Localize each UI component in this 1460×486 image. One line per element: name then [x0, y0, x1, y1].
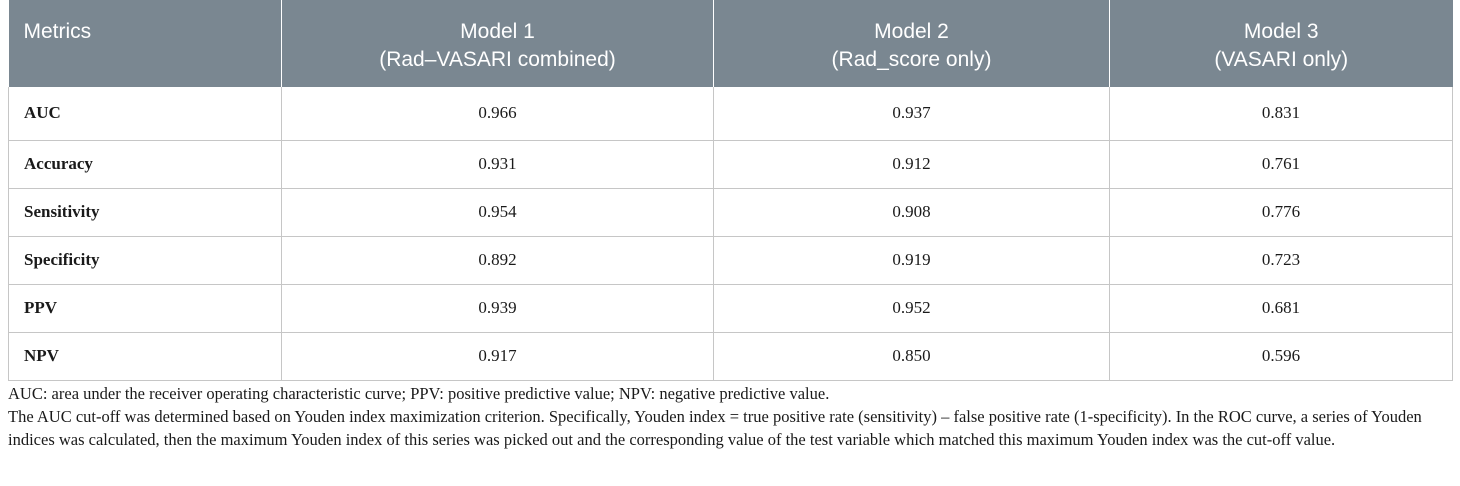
header-model-2: Model 2 (Rad_score only) — [713, 0, 1110, 87]
model-3-value: 0.831 — [1109, 87, 1453, 141]
metrics-table-container: Metrics Model 1 (Rad–VASARI combined) Mo… — [8, 0, 1453, 381]
table-row: Sensitivity 0.954 0.908 0.776 — [8, 188, 1453, 237]
model-3-value: 0.596 — [1109, 332, 1453, 381]
model-1-value: 0.917 — [281, 332, 714, 381]
cutoff-note: The AUC cut-off was determined based on … — [8, 407, 1422, 449]
metric-name: Accuracy — [8, 140, 282, 189]
metric-name: Sensitivity — [8, 188, 282, 237]
model-2-value: 0.937 — [713, 87, 1110, 141]
abbreviations-note: AUC: area under the receiver operating c… — [8, 384, 830, 403]
metric-name: NPV — [8, 332, 282, 381]
header-subline: (VASARI only) — [1214, 48, 1349, 71]
model-2-value: 0.912 — [713, 140, 1110, 189]
model-2-value: 0.919 — [713, 236, 1110, 285]
header-subline: (Rad_score only) — [831, 48, 992, 71]
model-2-value: 0.952 — [713, 284, 1110, 333]
header-metrics: Metrics — [8, 0, 282, 87]
metrics-table: Metrics Model 1 (Rad–VASARI combined) Mo… — [8, 0, 1453, 381]
model-3-value: 0.723 — [1109, 236, 1453, 285]
model-1-value: 0.966 — [281, 87, 714, 141]
metric-name: PPV — [8, 284, 282, 333]
header-model-1: Model 1 (Rad–VASARI combined) — [281, 0, 714, 87]
header-model-3: Model 3 (VASARI only) — [1110, 0, 1453, 87]
table-header-row: Metrics Model 1 (Rad–VASARI combined) Mo… — [8, 0, 1453, 87]
table-row: Accuracy 0.931 0.912 0.761 — [8, 140, 1453, 189]
table-row: PPV 0.939 0.952 0.681 — [8, 284, 1453, 333]
table-row: NPV 0.917 0.850 0.596 — [8, 332, 1453, 381]
model-2-value: 0.908 — [713, 188, 1110, 237]
header-line: Model 3 — [1243, 20, 1319, 43]
model-1-value: 0.931 — [281, 140, 714, 189]
model-3-value: 0.761 — [1109, 140, 1453, 189]
header-line: Model 1 — [460, 20, 535, 43]
model-1-value: 0.892 — [281, 236, 714, 285]
model-3-value: 0.681 — [1109, 284, 1453, 333]
model-2-value: 0.850 — [713, 332, 1110, 381]
table-row: AUC 0.966 0.937 0.831 — [8, 87, 1453, 141]
header-subline: (Rad–VASARI combined) — [379, 48, 616, 71]
model-3-value: 0.776 — [1109, 188, 1453, 237]
model-1-value: 0.954 — [281, 188, 714, 237]
header-line: Model 2 — [874, 20, 949, 43]
header-line: Metrics — [23, 20, 92, 43]
metric-name: AUC — [8, 87, 282, 141]
table-row: Specificity 0.892 0.919 0.723 — [8, 236, 1453, 285]
metric-name: Specificity — [8, 236, 282, 285]
table-footnotes: AUC: area under the receiver operating c… — [8, 382, 1452, 451]
model-1-value: 0.939 — [281, 284, 714, 333]
